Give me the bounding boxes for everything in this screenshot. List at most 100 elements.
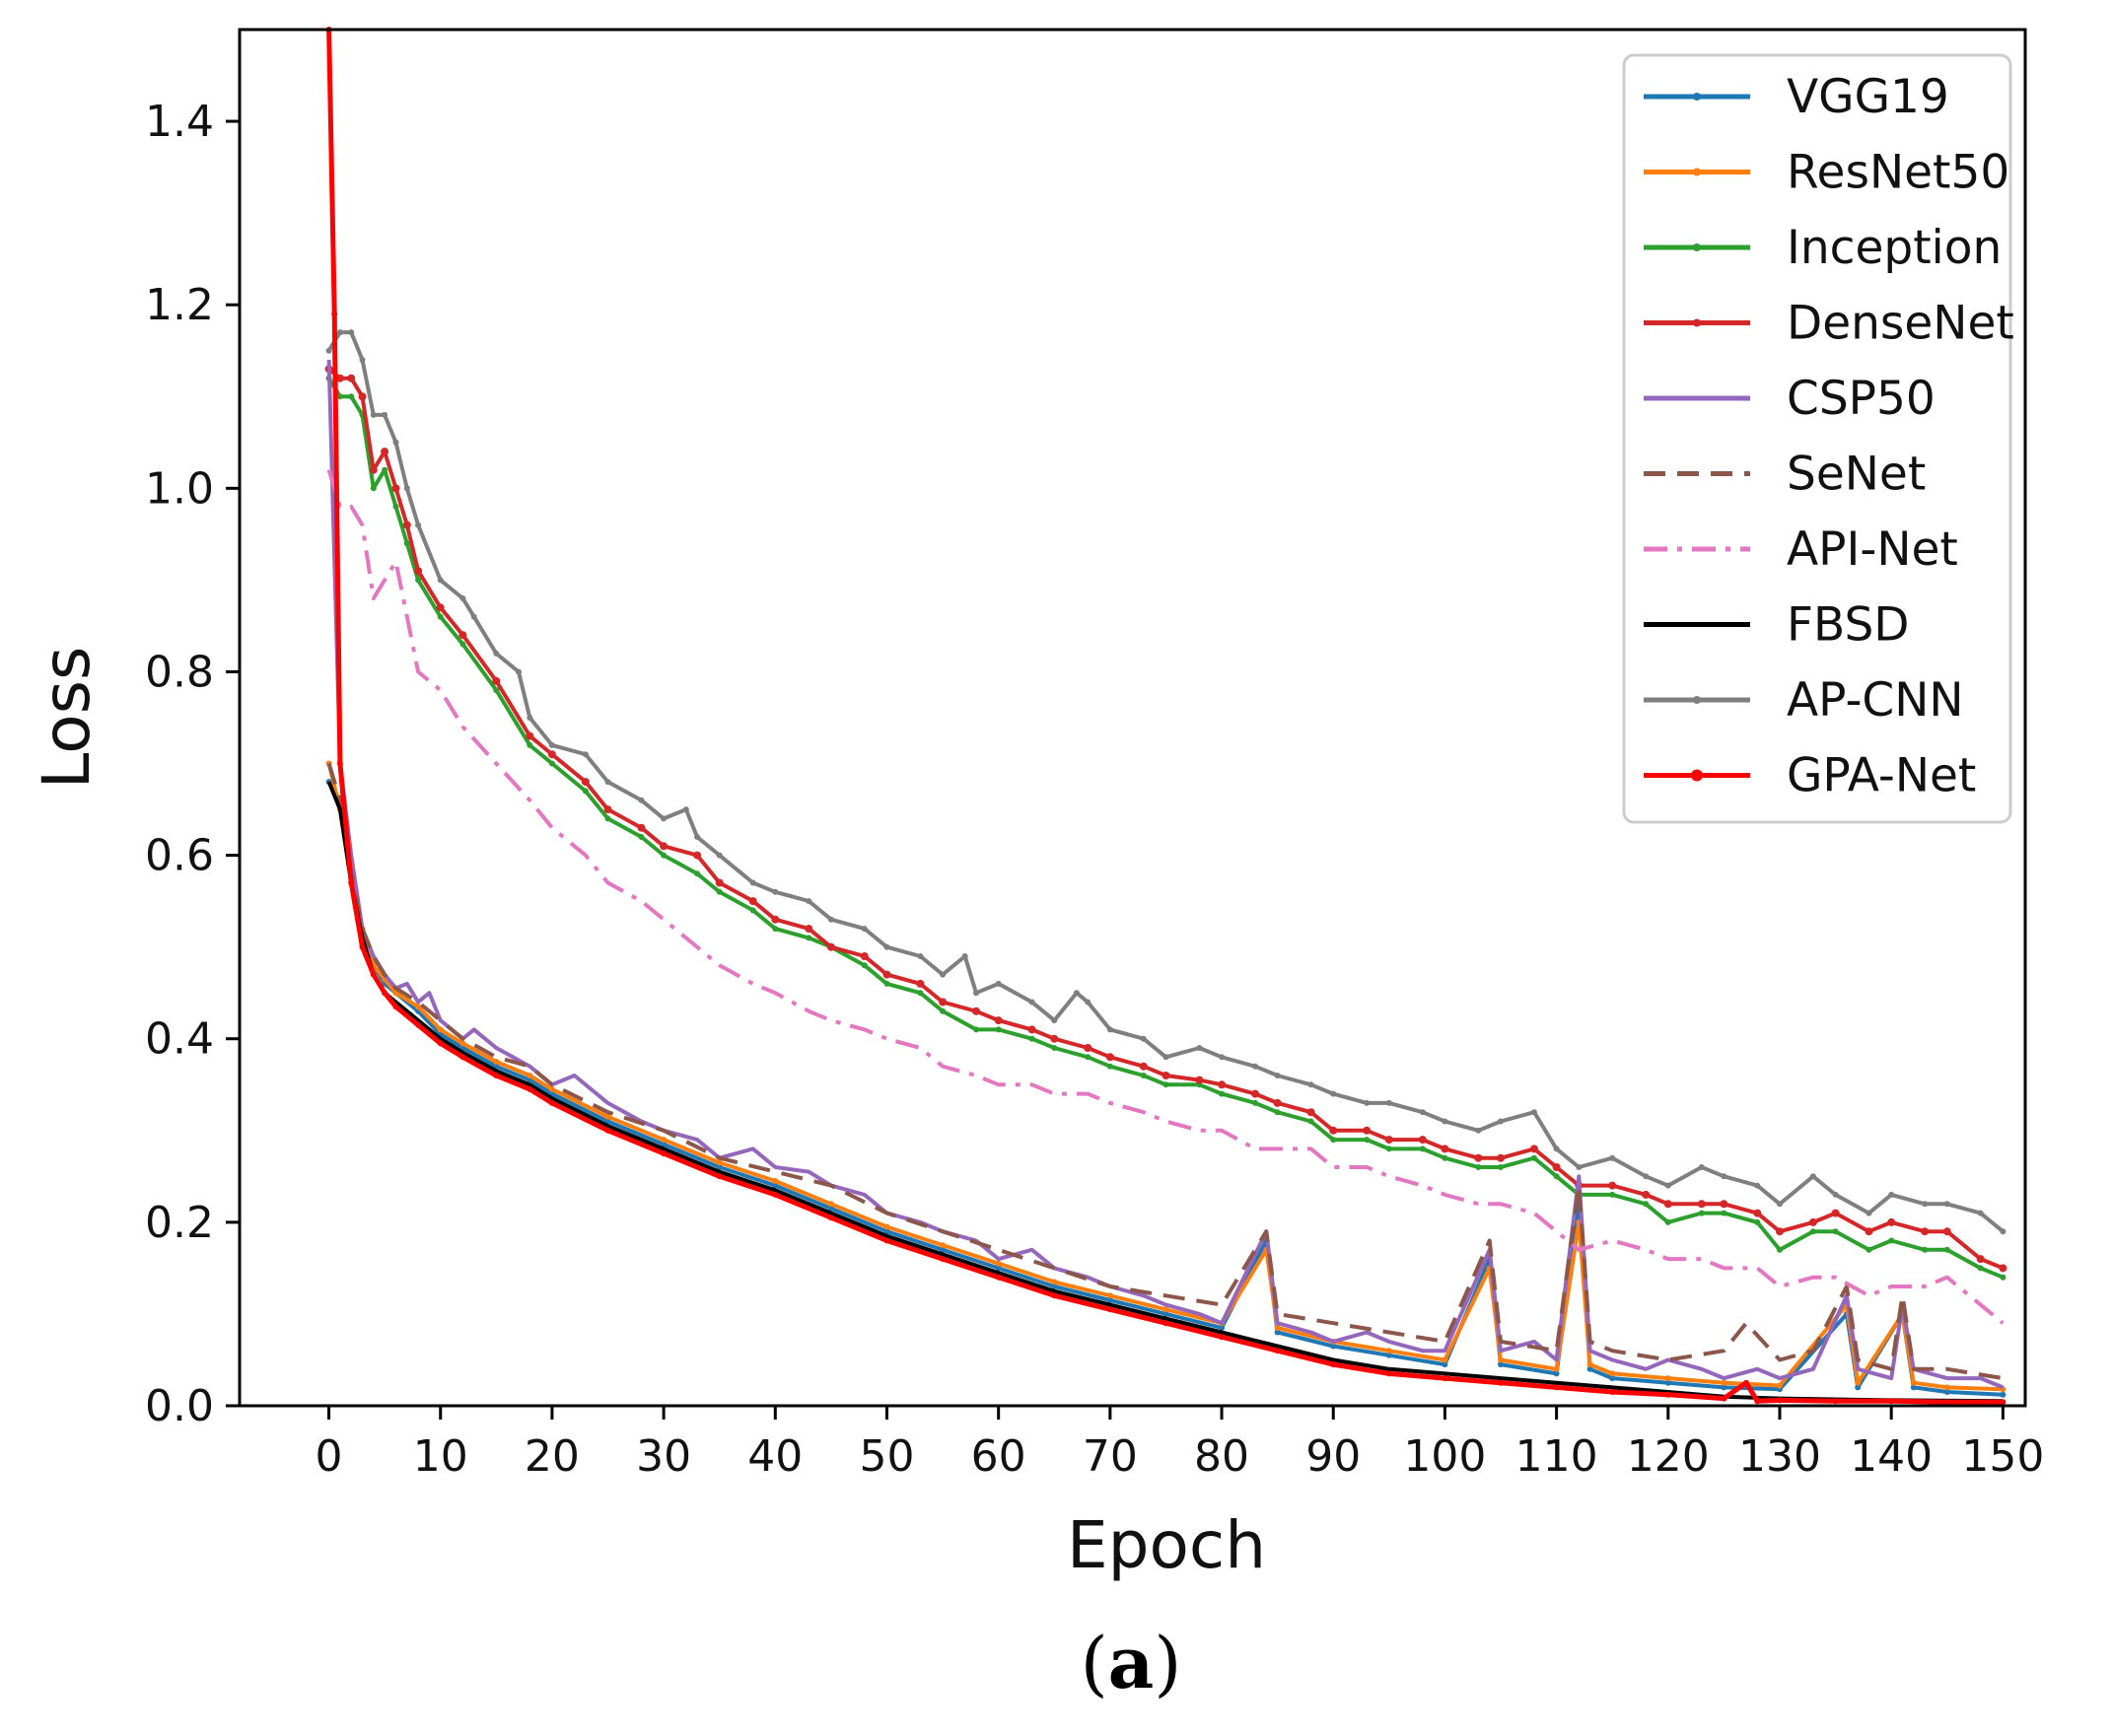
point-inception [437, 613, 444, 620]
point-ap-cnn [961, 953, 968, 959]
point-vgg19 [1274, 1329, 1281, 1336]
point-densenet [391, 484, 400, 493]
point-resnet50 [1943, 1384, 1950, 1391]
point-vgg19 [1664, 1379, 1671, 1386]
point-inception [1364, 1137, 1371, 1144]
point-ap-cnn [2000, 1228, 2006, 1235]
legend-marker-resnet50 [1693, 168, 1701, 176]
y-axis-ticks: 0.0 0.2 0.4 0.6 0.8 1.0 1.2 1.4 [145, 97, 240, 1431]
point-densenet [1921, 1227, 1930, 1236]
point-inception [716, 888, 723, 895]
point-densenet [1084, 1044, 1092, 1052]
point-ap-cnn [604, 779, 611, 786]
point-resnet50 [1664, 1375, 1671, 1382]
point-inception [1419, 1146, 1426, 1152]
point-vgg19 [1609, 1375, 1616, 1382]
point-vgg19 [1553, 1370, 1560, 1377]
point-inception [370, 485, 377, 492]
point-inception [1307, 1118, 1314, 1125]
point-densenet [381, 448, 389, 456]
point-vgg19 [1943, 1389, 1950, 1395]
point-resnet50 [1442, 1356, 1448, 1363]
y-axis-title: Loss [29, 647, 105, 790]
point-gpa-net [392, 1004, 399, 1010]
point-ap-cnn [806, 898, 812, 905]
point-densenet [1976, 1255, 1985, 1264]
point-inception [1754, 1218, 1761, 1225]
point-ap-cnn [1219, 1054, 1226, 1061]
point-densenet [1251, 1089, 1259, 1098]
point-densenet [972, 1007, 980, 1015]
point-inception [772, 926, 779, 933]
point-inception [694, 870, 701, 877]
point-resnet50 [995, 1260, 1002, 1267]
point-inception [1866, 1246, 1872, 1253]
point-densenet [1776, 1227, 1784, 1236]
point-inception [1442, 1154, 1448, 1161]
series-api-net [326, 469, 2005, 1325]
point-inception [973, 1026, 979, 1033]
point-densenet [1642, 1190, 1651, 1199]
point-resnet50 [415, 1004, 422, 1010]
legend-label-csp50: CSP50 [1787, 372, 1936, 426]
point-ap-cnn [917, 953, 924, 959]
x-tick-label: 150 [1961, 1431, 2044, 1482]
point-densenet [414, 567, 423, 576]
point-ap-cnn [1073, 990, 1080, 997]
y-tick-label: 0.2 [145, 1198, 214, 1248]
point-vgg19 [1498, 1361, 1504, 1368]
point-ap-cnn [348, 329, 355, 336]
point-densenet [771, 915, 780, 924]
point-gpa-net [772, 1191, 779, 1198]
x-tick-label: 80 [1194, 1431, 1249, 1482]
point-densenet [1887, 1217, 1896, 1226]
point-ap-cnn [883, 943, 890, 950]
point-gpa-net [331, 311, 338, 317]
point-gpa-net [437, 1040, 444, 1047]
series-line-api-net [326, 469, 2005, 1325]
point-vgg19 [883, 1228, 890, 1235]
point-inception [1977, 1265, 1984, 1272]
point-ap-cnn [638, 797, 645, 803]
point-densenet [458, 631, 467, 640]
point-densenet [1720, 1200, 1728, 1209]
point-inception [861, 962, 868, 969]
point-resnet50 [1910, 1379, 1917, 1386]
point-densenet [1105, 1053, 1114, 1062]
x-tick-label: 20 [525, 1431, 580, 1482]
point-resnet50 [883, 1223, 890, 1230]
point-ap-cnn [1140, 1035, 1147, 1042]
point-gpa-net [548, 1099, 555, 1106]
legend-marker-inception [1693, 243, 1701, 251]
point-ap-cnn [1085, 999, 1091, 1006]
point-gpa-net [1385, 1370, 1392, 1377]
point-densenet [1697, 1200, 1706, 1209]
point-ap-cnn [827, 916, 834, 923]
x-tick-label: 40 [747, 1431, 803, 1482]
point-densenet [1139, 1062, 1148, 1071]
point-inception [806, 935, 812, 941]
point-ap-cnn [1943, 1201, 1950, 1208]
point-densenet [1999, 1264, 2007, 1273]
point-densenet [1306, 1108, 1315, 1117]
point-inception [1721, 1210, 1727, 1216]
point-densenet [1753, 1209, 1762, 1217]
point-densenet [581, 778, 590, 787]
point-ap-cnn [1051, 1017, 1058, 1024]
point-gpa-net [940, 1256, 947, 1263]
point-inception [638, 834, 645, 840]
point-resnet50 [1498, 1356, 1504, 1363]
point-ap-cnn [382, 411, 388, 418]
point-densenet [1552, 1163, 1561, 1171]
point-resnet50 [459, 1040, 466, 1047]
y-tick-label: 1.0 [145, 463, 214, 514]
legend-item-ap-cnn: AP-CNN [1644, 673, 1964, 728]
point-densenet [1195, 1076, 1204, 1084]
x-tick-label: 100 [1403, 1431, 1486, 1482]
point-ap-cnn [1754, 1182, 1761, 1189]
point-densenet [358, 392, 367, 401]
caption-open-paren: ( [1081, 1622, 1108, 1704]
point-ap-cnn [470, 613, 477, 620]
point-densenet [1831, 1209, 1840, 1217]
point-ap-cnn [1576, 1164, 1583, 1170]
